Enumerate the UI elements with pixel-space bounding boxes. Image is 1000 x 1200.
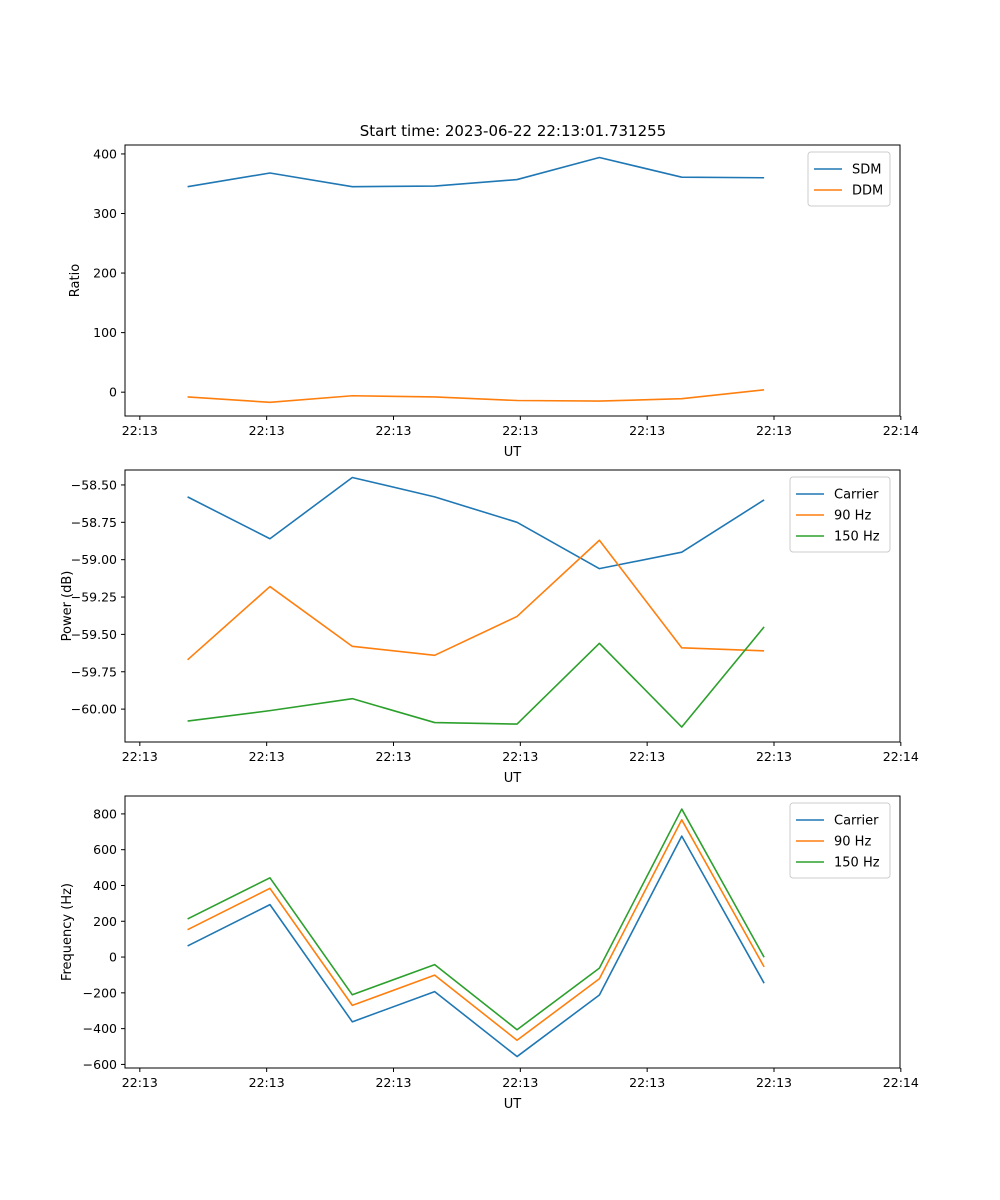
x-tick-label: 22:13 (629, 749, 665, 764)
legend-box (807, 151, 891, 207)
series-line-sdm (187, 156, 765, 188)
y-tick-label: 200 (93, 266, 117, 281)
series-line-ddm (187, 388, 765, 404)
y-tick-label: 0 (109, 385, 117, 400)
legend-label: Carrier (834, 488, 879, 503)
x-tick-label: 22:13 (375, 423, 411, 438)
series-line-150-hz (187, 626, 765, 728)
plot-frame (124, 144, 901, 417)
series-line-90-hz (187, 539, 765, 661)
x-tick-label: 22:13 (122, 1075, 158, 1090)
series-line-90-hz (187, 818, 765, 1042)
series-line-carrier (187, 476, 765, 570)
legend-label: 150 Hz (834, 530, 880, 545)
y-tick-label: −59.75 (71, 664, 117, 679)
y-tick-label: 100 (93, 325, 117, 340)
x-tick-label: 22:13 (756, 423, 792, 438)
x-tick-label: 22:13 (249, 1075, 285, 1090)
series-line-carrier (187, 835, 765, 1058)
y-tick-label: 600 (93, 842, 117, 857)
y-tick-label: 300 (93, 206, 117, 221)
y-tick-label: −60.00 (71, 702, 117, 717)
y-tick-label: −200 (83, 985, 117, 1000)
legend-label: 90 Hz (834, 835, 871, 850)
legend: Carrier 90 Hz 150 Hz (789, 476, 891, 553)
x-axis-label: UT (504, 1097, 522, 1112)
legend-label: 90 Hz (834, 509, 871, 524)
y-tick-label: −59.50 (71, 627, 117, 642)
x-tick-label: 22:13 (629, 423, 665, 438)
y-tick-label: −58.50 (71, 477, 117, 492)
panel-ratio: 22:13 22:13 22:13 22:13 22:13 22:13 22:14 UT 0 10… (68, 144, 919, 460)
y-axis-label: Ratio (68, 264, 83, 297)
x-axis-label: UT (504, 445, 522, 460)
legend-label: 150 Hz (834, 856, 880, 871)
x-tick-label: 22:13 (629, 1075, 665, 1090)
legend-box (789, 802, 891, 879)
y-tick-label: 400 (93, 878, 117, 893)
x-tick-label: 22:13 (249, 423, 285, 438)
y-tick-label: −58.75 (71, 515, 117, 530)
x-tick-label: 22:13 (375, 1075, 411, 1090)
y-tick-label: −59.25 (71, 590, 117, 605)
x-tick-label: 22:14 (883, 1075, 919, 1090)
x-tick-label: 22:13 (122, 749, 158, 764)
x-tick-label: 22:13 (756, 1075, 792, 1090)
x-axis-label: UT (504, 771, 522, 786)
y-tick-label: 400 (93, 146, 117, 161)
legend: SDM DDM (807, 151, 891, 207)
x-tick-label: 22:13 (502, 423, 538, 438)
y-tick-label: 0 (109, 950, 117, 965)
y-tick-label: −400 (83, 1021, 117, 1036)
plot-frame (124, 469, 901, 743)
legend-label: Carrier (834, 814, 879, 829)
y-tick-label: −59.00 (71, 552, 117, 567)
legend: Carrier 90 Hz 150 Hz (789, 802, 891, 879)
x-tick-label: 22:13 (756, 749, 792, 764)
x-tick-label: 22:13 (375, 749, 411, 764)
y-tick-label: 200 (93, 914, 117, 929)
legend-label: DDM (852, 184, 883, 199)
x-tick-label: 22:13 (122, 423, 158, 438)
x-tick-label: 22:14 (883, 749, 919, 764)
x-tick-label: 22:13 (502, 1075, 538, 1090)
y-axis-label: Frequency (Hz) (60, 883, 75, 981)
panel-frequency: 22:13 22:13 22:13 22:13 22:13 22:13 22:14 UT −60… (60, 795, 919, 1112)
panel-power: 22:13 22:13 22:13 22:13 22:13 22:13 22:14 UT −60… (60, 469, 919, 786)
x-tick-label: 22:13 (249, 749, 285, 764)
series-line-150-hz (187, 808, 765, 1031)
x-tick-label: 22:13 (502, 749, 538, 764)
y-axis-label: Power (dB) (60, 571, 75, 642)
y-tick-label: 800 (93, 806, 117, 821)
plot-frame (124, 795, 901, 1069)
y-tick-label: −600 (83, 1057, 117, 1072)
legend-box (789, 476, 891, 553)
legend-label: SDM (852, 163, 881, 178)
x-tick-label: 22:14 (883, 423, 919, 438)
figure-title: Start time: 2023-06-22 22:13:01.731255 (360, 122, 666, 140)
